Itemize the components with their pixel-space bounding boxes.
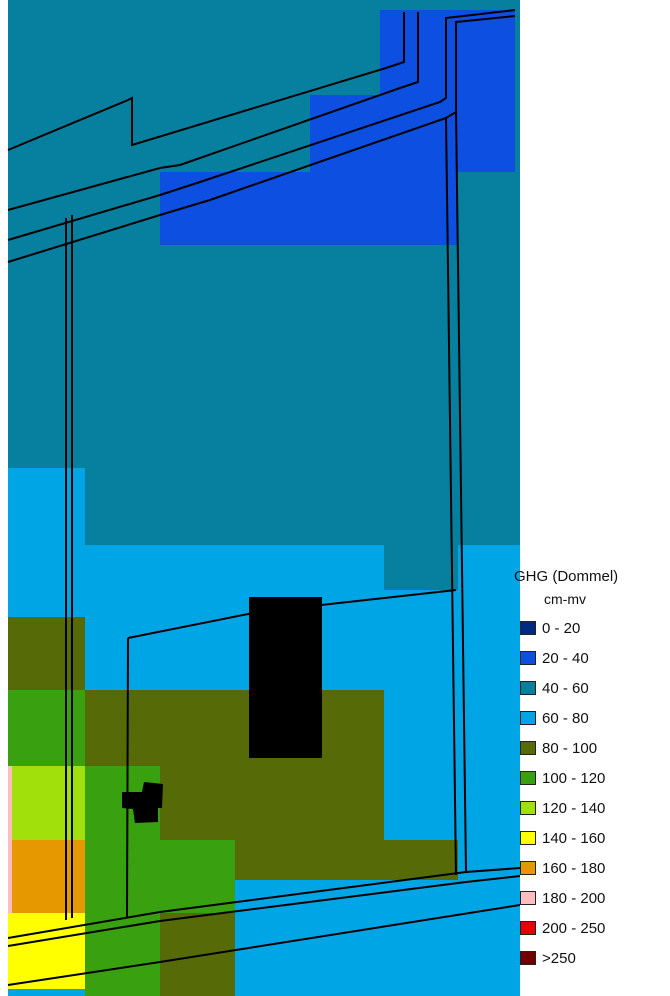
raster-120-140-zone (8, 766, 85, 840)
legend-swatch (520, 711, 536, 725)
legend-item: 140 - 160 (512, 823, 670, 853)
legend-item: 160 - 180 (512, 853, 670, 883)
legend-item: 180 - 200 (512, 883, 670, 913)
legend-title: GHG (Dommel) (514, 568, 619, 585)
legend-label: 60 - 80 (542, 709, 589, 727)
legend-swatch (520, 741, 536, 755)
legend-item: 40 - 60 (512, 673, 670, 703)
raster-140-160-zone (8, 913, 85, 989)
legend-swatch (520, 831, 536, 845)
building (249, 597, 322, 758)
legend-label: 100 - 120 (542, 769, 606, 787)
legend-items: 0 - 20 20 - 40 40 - 60 60 - 80 80 - 100 100 -… (512, 613, 670, 973)
legend-swatch (520, 891, 536, 905)
legend-swatch (520, 801, 536, 815)
legend-item: 100 - 120 (512, 763, 670, 793)
legend-item: 60 - 80 (512, 703, 670, 733)
legend-swatch (520, 921, 536, 935)
legend-label: 0 - 20 (542, 619, 581, 637)
legend-label: 140 - 160 (542, 829, 606, 847)
building (122, 782, 163, 823)
raster-160-180-zone (8, 840, 85, 913)
legend-unit: cm-mv (544, 591, 586, 607)
legend-item: 20 - 40 (512, 643, 670, 673)
legend-swatch (520, 681, 536, 695)
raster-80-100-zone (8, 617, 85, 690)
legend-item: 80 - 100 (512, 733, 670, 763)
raster-100-120-zone (85, 766, 235, 996)
legend-item: >250 (512, 943, 670, 973)
legend-label: >250 (542, 949, 576, 967)
legend-swatch (520, 951, 536, 965)
raster-180-200-zone (8, 766, 12, 913)
legend-swatch (520, 621, 536, 635)
legend-item: 200 - 250 (512, 913, 670, 943)
raster-100-120-zone (8, 690, 85, 766)
legend-label: 40 - 60 (542, 679, 589, 697)
legend-swatch (520, 651, 536, 665)
parcel-outlines (7, 9, 520, 986)
legend-label: 160 - 180 (542, 859, 606, 877)
legend-label: 20 - 40 (542, 649, 589, 667)
legend-label: 120 - 140 (542, 799, 606, 817)
legend-label: 200 - 250 (542, 919, 606, 937)
legend-item: 120 - 140 (512, 793, 670, 823)
groundwater-depth-map (7, 0, 520, 996)
legend-label: 80 - 100 (542, 739, 598, 757)
legend-item: 0 - 20 (512, 613, 670, 643)
legend-swatch (520, 861, 536, 875)
legend-swatch (520, 771, 536, 785)
raster-80-100-zone (160, 913, 235, 996)
map-legend: GHG (Dommel) cm-mv 0 - 20 20 - 40 40 - 60 6… (512, 568, 670, 973)
legend-label: 180 - 200 (542, 889, 606, 907)
